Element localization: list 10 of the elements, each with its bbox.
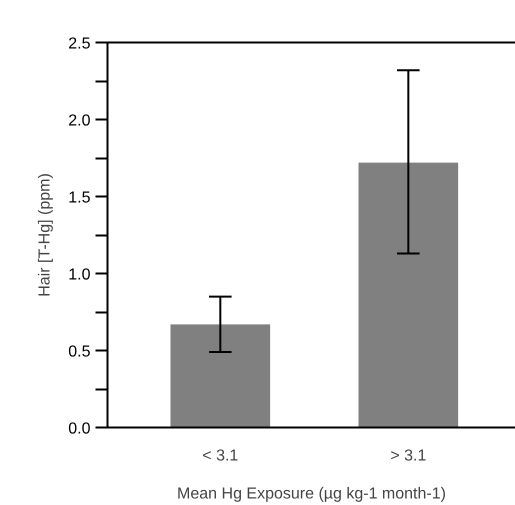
y-tick-label: 2.5 xyxy=(68,36,91,52)
y-tick-label: 1.5 xyxy=(68,190,91,206)
y-axis-title: Hair [T-Hg] (ppm) xyxy=(36,173,54,297)
y-tick-label: 0.0 xyxy=(68,420,91,438)
x-tick-label: > 3.1 xyxy=(390,448,426,464)
y-tick-label: 1.0 xyxy=(68,266,91,284)
y-tick-label: 0.5 xyxy=(68,344,91,360)
x-tick-label: < 3.1 xyxy=(202,448,238,464)
x-axis-title: Mean Hg Exposure (µg kg-1 month-1) xyxy=(177,486,446,502)
y-tick-label: 2.0 xyxy=(68,112,91,130)
